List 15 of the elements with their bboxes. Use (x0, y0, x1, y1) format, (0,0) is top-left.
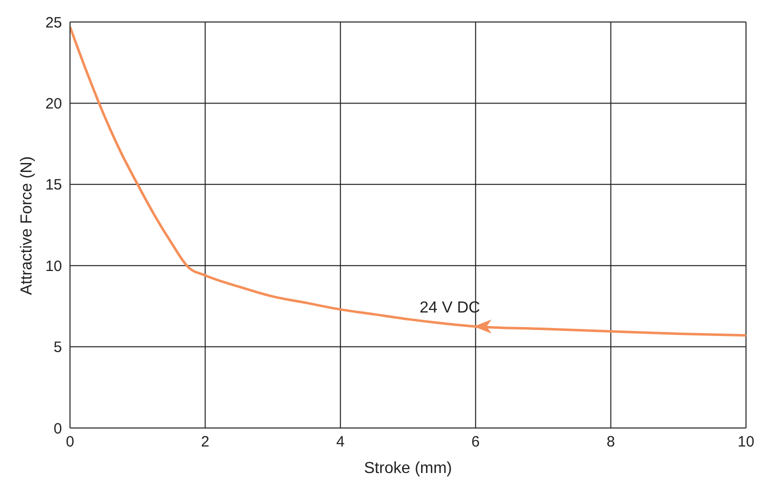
y-tick-label: 5 (54, 339, 62, 356)
x-tick-label: 8 (606, 434, 615, 451)
x-tick-label: 6 (471, 434, 480, 451)
y-tick-label: 15 (45, 176, 62, 194)
y-tick-label: 20 (45, 96, 62, 113)
x-tick-label: 2 (201, 434, 210, 451)
x-tick-label: 10 (738, 434, 754, 451)
x-axis-title: Stroke (mm) (364, 460, 452, 477)
y-tick-label: 10 (45, 258, 62, 275)
line-series (70, 26, 746, 337)
x-tick-label: 4 (336, 434, 345, 451)
y-tick-label: 25 (45, 14, 62, 32)
x-tick-label: 0 (66, 434, 74, 451)
y-axis-title: Attractive Force (N) (18, 156, 36, 295)
y-tick-label: 0 (54, 420, 62, 438)
